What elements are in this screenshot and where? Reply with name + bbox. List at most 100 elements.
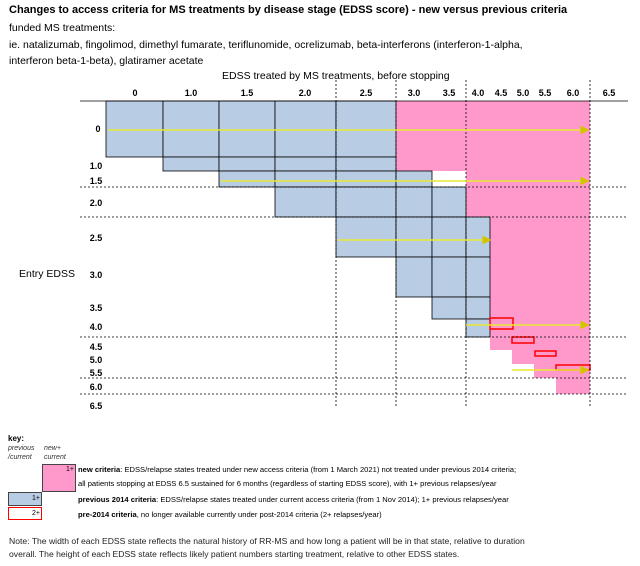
row-label: 2.0 bbox=[89, 198, 103, 208]
legend-text-pre2014: pre-2014 criteria, no longer available c… bbox=[78, 510, 382, 519]
row-label: 6.0 bbox=[89, 382, 103, 392]
pink-cell-5 bbox=[490, 257, 590, 297]
legend-swatch-previous bbox=[8, 492, 42, 506]
intro-line-2: ie. natalizumab, fingolimod, dimethyl fu… bbox=[9, 39, 523, 51]
row-label: 4.5 bbox=[89, 342, 103, 352]
pink-cell-4 bbox=[490, 217, 590, 257]
row-label: 3.0 bbox=[89, 270, 103, 280]
blue-cell-r2-c4 bbox=[335, 170, 397, 188]
legend-desc-new: : EDSS/relapse states treated under new … bbox=[120, 465, 517, 474]
blue-cell-r4-c5 bbox=[395, 216, 433, 258]
pink-cell-0 bbox=[396, 101, 590, 157]
key-col-new: new+ current bbox=[44, 445, 66, 461]
blue-cell-r3-c3 bbox=[274, 186, 337, 218]
blue-cell-r0-c4 bbox=[335, 100, 397, 158]
legend-bold-pre2014: pre-2014 criteria bbox=[78, 510, 137, 519]
legend-text-new: new criteria: EDSS/relapse states treate… bbox=[78, 465, 516, 474]
column-label: 4.5 bbox=[494, 88, 508, 98]
x-axis-title: EDSS treated by MS treatments, before st… bbox=[222, 70, 450, 82]
legend-desc-previous: : EDSS/relapse states treated under curr… bbox=[156, 495, 509, 504]
key-title: key: bbox=[8, 434, 25, 443]
blue-cell-r0-c2 bbox=[218, 100, 276, 158]
column-label: 1.0 bbox=[184, 88, 198, 98]
blue-cell-r1-c4 bbox=[335, 156, 397, 172]
row-label: 0 bbox=[95, 124, 101, 134]
blue-cell-r7-c7 bbox=[465, 318, 491, 338]
blue-cell-r2-c3 bbox=[274, 170, 337, 188]
row-label: 1.0 bbox=[89, 161, 103, 171]
pink-cell-10 bbox=[534, 364, 590, 378]
intro-line-1: funded MS treatments: bbox=[9, 22, 116, 34]
row-label: 4.0 bbox=[89, 322, 103, 332]
column-label: 6.5 bbox=[602, 88, 616, 98]
column-label: 2.0 bbox=[298, 88, 312, 98]
legend-text-new-2: all patients stopping at EDSS 6.5 sustai… bbox=[78, 479, 497, 488]
blue-cell-r3-c5 bbox=[395, 186, 433, 218]
blue-cell-r1-c3 bbox=[274, 156, 337, 172]
blue-cell-r6-c7 bbox=[465, 296, 491, 320]
legend-tag-previous: 1+ bbox=[32, 495, 40, 502]
column-label: 1.5 bbox=[240, 88, 254, 98]
legend-tag-new: 1+ bbox=[66, 466, 74, 473]
column-label: 3.5 bbox=[442, 88, 456, 98]
legend-swatch-new bbox=[42, 464, 76, 492]
pink-cell-2 bbox=[466, 171, 590, 187]
blue-cell-r4-c4 bbox=[335, 216, 397, 258]
pink-cell-8 bbox=[490, 337, 590, 350]
pink-cell-3 bbox=[466, 187, 590, 217]
column-label: 2.5 bbox=[359, 88, 373, 98]
new-criteria-region bbox=[396, 101, 590, 394]
blue-cell-r6-c6 bbox=[431, 296, 467, 320]
red-cell-1 bbox=[511, 336, 535, 344]
legend-desc-pre2014: , no longer available currently under po… bbox=[136, 510, 382, 519]
pink-cell-11 bbox=[556, 378, 590, 394]
pink-cell-6 bbox=[490, 297, 590, 319]
blue-cell-r0-c3 bbox=[274, 100, 337, 158]
pink-cell-7 bbox=[490, 319, 590, 337]
footer-note-1: Note: The width of each EDSS state refle… bbox=[9, 536, 525, 546]
row-label: 5.0 bbox=[89, 355, 103, 365]
page-title: Changes to access criteria for MS treatm… bbox=[9, 4, 568, 16]
previous-criteria-cells bbox=[105, 100, 491, 338]
pink-cell-9 bbox=[512, 350, 590, 364]
blue-cell-r1-c1 bbox=[162, 156, 220, 172]
blue-cell-r0-c0 bbox=[105, 100, 164, 158]
blue-cell-r4-c6 bbox=[431, 216, 467, 258]
legend-tag-pre2014: 2+ bbox=[32, 510, 40, 517]
intro-line-3: interferon beta-1-beta), glatiramer acet… bbox=[9, 55, 204, 67]
column-label: 4.0 bbox=[471, 88, 485, 98]
legend-bold-new: new criteria bbox=[78, 465, 121, 474]
blue-cell-r2-c2 bbox=[218, 170, 276, 188]
legend-bold-previous: previous 2014 criteria bbox=[78, 495, 157, 504]
y-axis-title: Entry EDSS bbox=[19, 268, 76, 280]
red-cell-2 bbox=[534, 350, 557, 357]
grid-lines bbox=[80, 80, 628, 406]
row-label: 3.5 bbox=[89, 303, 103, 313]
legend-swatch-pre2014 bbox=[8, 507, 42, 520]
footer-note-2: overall. The height of each EDSS state r… bbox=[9, 549, 460, 559]
column-label: 5.0 bbox=[516, 88, 530, 98]
row-label: 2.5 bbox=[89, 233, 103, 243]
blue-cell-r3-c4 bbox=[335, 186, 397, 218]
column-label: 5.5 bbox=[538, 88, 552, 98]
row-label: 6.5 bbox=[89, 401, 103, 411]
blue-cell-r0-c1 bbox=[162, 100, 220, 158]
blue-cell-r5-c7 bbox=[465, 256, 491, 298]
red-cell-0 bbox=[489, 317, 514, 330]
legend-text-previous: previous 2014 criteria: EDSS/relapse sta… bbox=[78, 495, 509, 504]
row-label: 5.5 bbox=[89, 368, 103, 378]
blue-cell-r5-c6 bbox=[431, 256, 467, 298]
blue-cell-r3-c6 bbox=[431, 186, 467, 218]
blue-cell-r5-c5 bbox=[395, 256, 433, 298]
column-label: 6.0 bbox=[566, 88, 580, 98]
row-label: 1.5 bbox=[89, 176, 103, 186]
key-col-prev: previous /current bbox=[8, 445, 35, 461]
column-label: 0 bbox=[132, 88, 138, 98]
treatment-arrows bbox=[108, 125, 590, 375]
pink-cell-1 bbox=[396, 157, 590, 171]
blue-cell-r1-c2 bbox=[218, 156, 276, 172]
column-label: 3.0 bbox=[407, 88, 421, 98]
blue-cell-r4-c7 bbox=[465, 216, 491, 258]
blue-cell-r2-c5 bbox=[395, 170, 433, 188]
